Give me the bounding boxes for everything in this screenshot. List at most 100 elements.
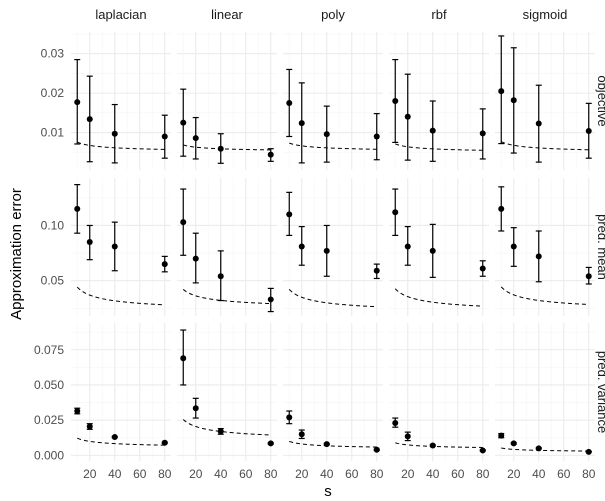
data-point <box>392 419 399 426</box>
y-tick-label: 0.03 <box>41 47 65 61</box>
row-strip-label: pred. variance <box>595 351 605 433</box>
x-tick-label: 40 <box>532 467 546 481</box>
x-axis-title: s <box>324 483 332 500</box>
data-point <box>298 431 305 438</box>
data-point <box>535 253 542 260</box>
data-point <box>498 88 505 95</box>
data-point <box>74 408 81 415</box>
x-tick-label: 60 <box>239 467 253 481</box>
fitted-curve <box>395 143 483 151</box>
panel-poly <box>283 32 383 170</box>
panel-rbf <box>389 32 489 170</box>
column-strip-label-poly: poly <box>321 7 345 22</box>
data-point <box>286 211 293 218</box>
fitted-curve <box>500 286 589 305</box>
panel-sigmoid <box>495 32 595 170</box>
x-tick-label: 80 <box>476 467 490 481</box>
data-point <box>535 445 542 452</box>
x-tick-label: 80 <box>264 467 278 481</box>
data-point <box>479 265 486 272</box>
fitted-curve <box>76 286 165 306</box>
x-tick-label: 20 <box>401 467 415 481</box>
data-point <box>585 273 592 280</box>
x-tick-label: 60 <box>557 467 571 481</box>
data-point <box>404 243 411 250</box>
data-point <box>585 127 592 134</box>
data-point <box>180 219 187 226</box>
data-point <box>286 99 293 106</box>
data-point <box>373 446 380 453</box>
data-point <box>479 447 486 454</box>
data-point <box>161 439 168 446</box>
panel-laplacian <box>71 32 171 170</box>
data-point <box>217 428 224 435</box>
panel-sigmoid <box>495 323 595 461</box>
data-point <box>323 131 330 138</box>
fitted-curve <box>501 141 589 151</box>
fitted-curve <box>501 447 589 452</box>
x-tick-label: 40 <box>108 467 122 481</box>
data-point <box>323 247 330 254</box>
data-point <box>161 261 168 268</box>
data-point <box>192 135 199 142</box>
fitted-curve <box>77 437 165 446</box>
panel-linear <box>177 323 277 461</box>
y-tick-label: 0.075 <box>34 343 64 357</box>
data-point <box>180 119 187 126</box>
data-point <box>217 273 224 280</box>
fitted-curve <box>395 442 483 448</box>
y-tick-label: 0.02 <box>41 86 65 100</box>
panel-sigmoid <box>495 178 595 316</box>
fitted-curve <box>182 419 271 436</box>
y-tick-label: 0.05 <box>41 274 65 288</box>
column-strip-label-rbf: rbf <box>431 7 447 22</box>
y-tick-label: 0.000 <box>34 448 64 462</box>
data-point <box>498 432 505 439</box>
x-tick-label: 40 <box>426 467 440 481</box>
data-point <box>535 120 542 127</box>
x-tick-label: 20 <box>83 467 97 481</box>
data-point <box>373 267 380 274</box>
data-point <box>192 255 199 262</box>
x-tick-label: 20 <box>507 467 521 481</box>
data-point <box>267 296 274 303</box>
data-point <box>217 145 224 152</box>
fitted-curve <box>394 288 483 307</box>
data-point <box>111 130 118 137</box>
x-tick-label: 80 <box>370 467 384 481</box>
data-point <box>267 440 274 447</box>
y-tick-label: 0.050 <box>34 378 64 392</box>
data-point <box>74 99 81 106</box>
panel-laplacian <box>71 323 171 461</box>
panel-rbf <box>389 323 489 461</box>
data-point <box>404 433 411 440</box>
data-point <box>498 205 505 212</box>
y-axis-title: Approximation error <box>8 188 25 320</box>
fitted-curve <box>289 440 377 448</box>
y-tick-label: 0.10 <box>41 218 65 232</box>
data-point <box>429 247 436 254</box>
data-point <box>86 423 93 430</box>
panel-rbf <box>389 178 489 316</box>
data-point <box>111 243 118 250</box>
row-strip-label: pred. mean <box>595 214 605 280</box>
y-tick-label: 0.025 <box>34 413 64 427</box>
column-strip-label-linear: linear <box>211 7 243 22</box>
fitted-curve <box>288 289 377 308</box>
fitted-curve <box>183 144 271 151</box>
data-point <box>180 355 187 362</box>
row-strip-label: objective <box>595 75 605 126</box>
data-point <box>111 434 118 441</box>
data-point <box>86 116 93 123</box>
panel-laplacian <box>71 178 171 316</box>
data-point <box>161 133 168 140</box>
x-tick-label: 20 <box>189 467 203 481</box>
fitted-curve <box>289 142 377 150</box>
data-point <box>404 113 411 120</box>
x-tick-label: 60 <box>451 467 465 481</box>
data-point <box>479 130 486 137</box>
column-strip-label-sigmoid: sigmoid <box>523 7 568 22</box>
data-point <box>267 151 274 158</box>
x-tick-label: 20 <box>295 467 309 481</box>
